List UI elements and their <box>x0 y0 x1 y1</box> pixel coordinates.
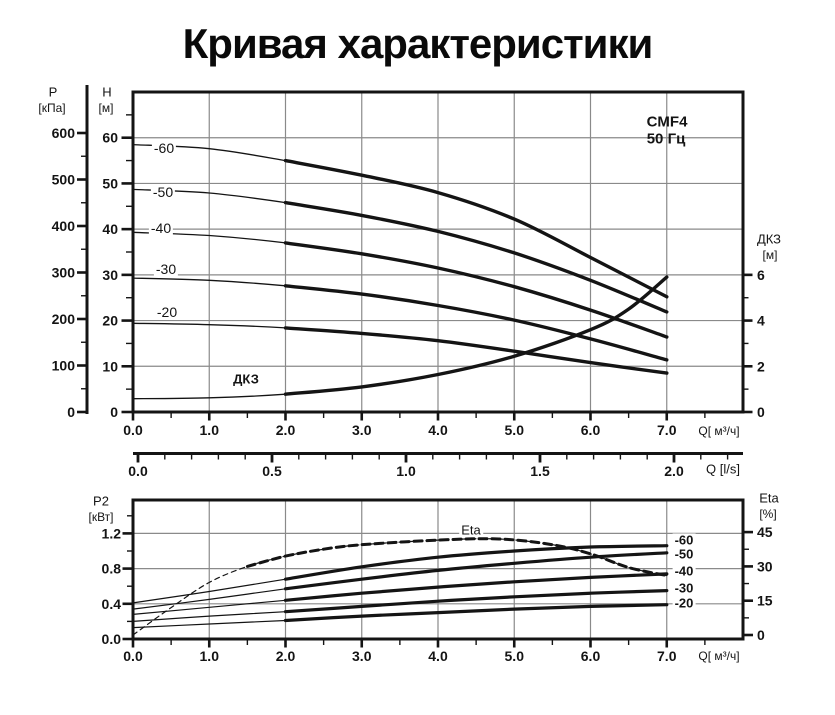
bottom-x-axis-tick-label: 4.0 <box>428 648 448 664</box>
dkz-axis-unit: [м] <box>762 248 778 262</box>
top-x-axis-tick-label: 0.0 <box>123 422 143 438</box>
curve-label-30-hq: -30 <box>153 261 179 277</box>
pump-model-label: CMF4 <box>646 113 688 131</box>
eta-axis-tick-label: 30 <box>757 558 773 574</box>
curve-eta <box>245 537 669 577</box>
pump-frequency-label: 50 Гц <box>646 130 686 148</box>
curve-label-60-p2: -60 <box>672 532 696 548</box>
p-axis-tick-label: 0 <box>67 404 75 420</box>
top-x-axis-tick-label: 6.0 <box>581 422 601 438</box>
bottom-x-axis-tick-label: 0.0 <box>123 648 143 664</box>
curve-label-50-hq: -50 <box>150 184 176 200</box>
p-axis-tick-label: 300 <box>52 265 76 281</box>
h-axis-name: H <box>102 84 112 100</box>
p2-axis-tick-label: 0.0 <box>102 631 122 647</box>
curve--60 <box>283 158 669 299</box>
h-axis-tick-label: 0 <box>110 404 118 420</box>
eta-axis-tick-label: 15 <box>757 593 773 609</box>
dkz-axis-tick-label: 6 <box>757 267 765 283</box>
curve--40-thin <box>132 231 668 338</box>
p2-axis-tick-label: 1.2 <box>102 525 122 541</box>
eta-axis-name: Eta <box>759 490 779 506</box>
dkz-axis-tick-label: 2 <box>757 358 765 374</box>
p-axis-unit: [кПа] <box>38 101 66 115</box>
curve--50-thin <box>132 188 668 313</box>
curve--20-p2 <box>283 603 669 623</box>
top-x-axis-tick-label: 1.0 <box>200 422 220 438</box>
ls-axis-tick-label: 0.0 <box>128 463 148 479</box>
curve--30 <box>283 284 669 362</box>
bottom-x-axis-tick-label: 1.0 <box>200 648 220 664</box>
p-axis-tick-label: 500 <box>52 172 76 188</box>
curve-label-40-hq: -40 <box>148 220 174 236</box>
curve-label-40-p2: -40 <box>672 563 696 579</box>
ls-axis-tick-label: 0.5 <box>262 463 282 479</box>
curve-ДКЗ <box>283 275 669 396</box>
eta-axis-tick-label: 45 <box>757 524 773 540</box>
curve-label-60-hq: -60 <box>151 140 177 156</box>
curve-label-30-p2: -30 <box>672 580 696 596</box>
page-title: Кривая характеристики <box>182 20 654 67</box>
curve--30-p2 <box>283 589 669 614</box>
dkz-axis-name: ДКЗ <box>756 231 782 247</box>
curve--60-thin <box>132 143 668 298</box>
ls-axis-tick-label: 1.0 <box>396 463 416 479</box>
curve-label-20-hq: -20 <box>154 304 180 320</box>
top-x-axis-tick-label: 5.0 <box>505 422 525 438</box>
p2-axis-tick-label: 0.4 <box>102 596 122 612</box>
top-x-axis-tick-label: 2.0 <box>276 422 296 438</box>
h-axis-tick-label: 20 <box>102 313 118 329</box>
dkz-axis-tick-label: 4 <box>757 313 765 329</box>
p-axis-tick-label: 100 <box>52 358 76 374</box>
p2-axis-tick-label: 0.8 <box>102 561 122 577</box>
bottom-x-axis-tick-label: 2.0 <box>276 648 296 664</box>
curve--40-p2 <box>283 572 669 602</box>
eta-curve-label: Eta <box>459 522 483 538</box>
p2-axis-name: P2 <box>93 493 109 509</box>
bottom-x-axis-tick-label: 6.0 <box>581 648 601 664</box>
eta-axis-tick-label: 0 <box>757 627 765 643</box>
h-axis-tick-label: 50 <box>102 175 118 191</box>
h-axis-tick-label: 40 <box>102 221 118 237</box>
ls-axis-unit-label: Q [l/s] <box>706 461 740 477</box>
p-axis-tick-label: 200 <box>52 311 76 327</box>
bottom-x-axis-tick-label: 5.0 <box>505 648 525 664</box>
h-axis-tick-label: 30 <box>102 267 118 283</box>
top-x-unit-label: Q[ м³/ч] <box>698 424 740 438</box>
dkz-axis-tick-label: 0 <box>757 404 765 420</box>
h-axis-tick-label: 60 <box>102 130 118 146</box>
ls-axis-tick-label: 2.0 <box>664 463 684 479</box>
top-x-axis-tick-label: 3.0 <box>352 422 372 438</box>
curve-label-20-p2: -20 <box>672 595 696 611</box>
h-axis-unit: [м] <box>98 101 114 115</box>
bottom-x-axis-tick-label: 7.0 <box>657 648 677 664</box>
curve--40 <box>283 241 669 339</box>
p-axis-tick-label: 400 <box>52 218 76 234</box>
bottom-x-unit-label: Q[ м³/ч] <box>698 649 740 663</box>
curve--60-p2 <box>283 544 669 581</box>
p-axis-tick-label: 600 <box>52 125 76 141</box>
curve--20 <box>283 326 669 375</box>
curve-label-50-p2: -50 <box>672 546 696 562</box>
dkz-curve-label: ДКЗ <box>231 371 261 387</box>
curve--30-thin <box>132 277 668 361</box>
bottom-x-axis-tick-label: 3.0 <box>352 648 372 664</box>
curve--50 <box>283 200 669 314</box>
top-x-axis-tick-label: 7.0 <box>657 422 677 438</box>
ls-axis-tick-label: 1.5 <box>530 463 550 479</box>
h-axis-tick-label: 10 <box>102 358 118 374</box>
top-x-axis-tick-label: 4.0 <box>428 422 448 438</box>
p2-axis-unit: [кВт] <box>88 510 114 524</box>
eta-axis-unit: [%] <box>759 507 777 521</box>
p-axis-name: P <box>48 84 58 100</box>
